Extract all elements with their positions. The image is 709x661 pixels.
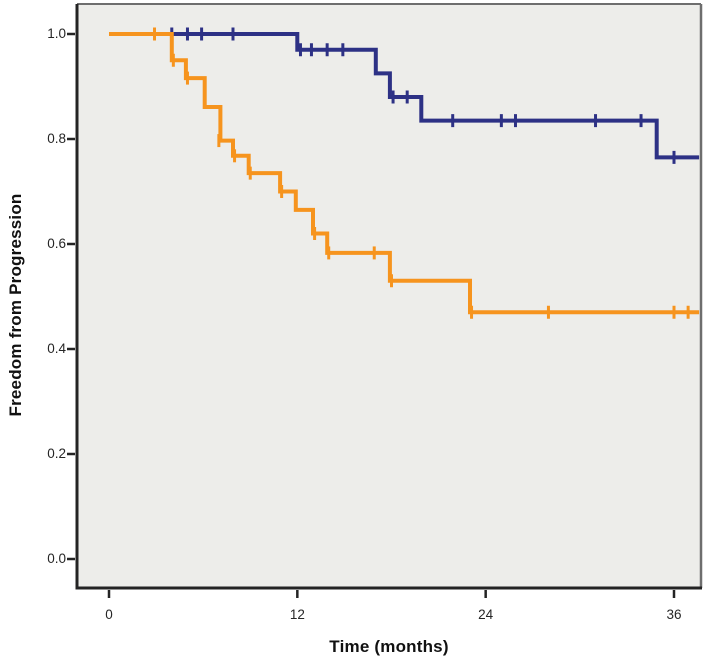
y-tick-label: 0.8 (47, 131, 66, 146)
x-axis-title: Time (months) (329, 637, 449, 656)
x-tick-label: 12 (289, 607, 305, 622)
y-axis-title: Freedom from Progression (6, 193, 25, 417)
y-tick-label: 0.2 (47, 446, 66, 461)
y-tick-label: 0.6 (47, 236, 66, 251)
x-tick-label: 24 (478, 607, 494, 622)
series-navy-curve (109, 32, 700, 160)
plot-background (77, 4, 701, 588)
y-tick-label: 0.0 (47, 551, 66, 566)
y-tick-label: 0.4 (47, 341, 66, 356)
x-tick-label: 36 (666, 607, 682, 622)
series-orange-curve (109, 32, 700, 315)
x-tick-label: 0 (105, 607, 113, 622)
y-tick-label: 1.0 (47, 26, 66, 41)
